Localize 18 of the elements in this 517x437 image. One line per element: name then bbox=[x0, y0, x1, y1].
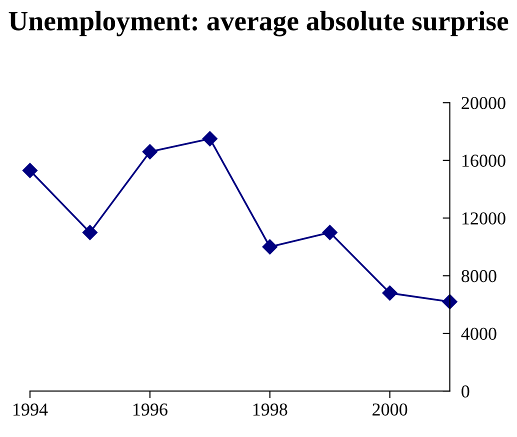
x-tick-label: 1996 bbox=[133, 403, 168, 416]
point bbox=[382, 285, 398, 301]
point bbox=[322, 224, 338, 240]
y-tick-label: 4000 bbox=[461, 328, 496, 340]
y-tick-label: 12000 bbox=[462, 212, 506, 225]
point bbox=[82, 224, 98, 240]
y-tick-label: 0 bbox=[462, 385, 470, 398]
y-tick-label: 8000 bbox=[462, 270, 496, 282]
point bbox=[22, 162, 38, 178]
x-tick-label: 1994 bbox=[14, 403, 48, 416]
point bbox=[262, 239, 278, 254]
x-tick-label: 2000 bbox=[372, 403, 408, 416]
point bbox=[202, 131, 218, 146]
point bbox=[142, 144, 158, 160]
y-tick-label: 20000 bbox=[462, 96, 506, 110]
chart-title: Unemployment: average absolute surprise bbox=[8, 10, 508, 36]
x-tick-label: 1998 bbox=[253, 403, 288, 416]
y-tick-label: 16000 bbox=[462, 154, 506, 167]
